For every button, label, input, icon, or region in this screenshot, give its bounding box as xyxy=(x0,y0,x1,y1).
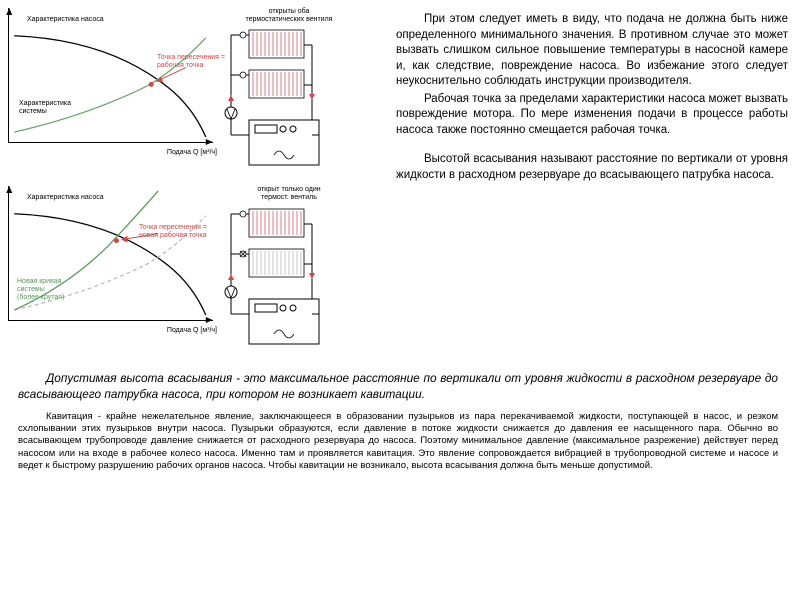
schematic1-label: открыты оба термостатических вентиля xyxy=(219,8,359,23)
chart1-svg xyxy=(9,8,213,142)
paragraph-3: Высотой всасывания называют расстояние п… xyxy=(396,152,788,183)
chart2-intersect-label: Точка пересечения = новая рабочая точка xyxy=(139,224,207,239)
schematic-2: открыт только один термост. вентиль xyxy=(219,186,359,356)
schematic2-label: открыт только один термост. вентиль xyxy=(219,186,359,201)
chart1-system-label: Характеристика системы xyxy=(19,100,71,115)
chart1-intersect-label: Точка пересечения = рабочая точка xyxy=(157,54,225,69)
paragraph-1: При этом следует иметь в виду, что подач… xyxy=(396,12,788,90)
chart1-x-axis: Подача Q [м³/ч] xyxy=(167,149,217,156)
schematic1-svg xyxy=(219,25,359,175)
text-column: При этом следует иметь в виду, что подач… xyxy=(378,8,788,365)
definition-paragraph: Допустимая высота всасывания - это макси… xyxy=(0,365,800,407)
chart2-pump-label: Характеристика насоса xyxy=(27,194,104,202)
top-section: Напор H [м] Подача Q [м³/ч] Характ xyxy=(0,0,800,365)
pump-chart-1: Напор H [м] Подача Q [м³/ч] Характ xyxy=(8,8,213,143)
schematic2-svg xyxy=(219,204,359,354)
chart2-system-label: Новая кривая системы (более крутая) xyxy=(17,278,64,301)
cavitation-paragraph: Кавитация - крайне нежелательное явление… xyxy=(0,407,800,477)
chart1-pump-label: Характеристика насоса xyxy=(27,16,104,24)
diagram-row-1: Напор H [м] Подача Q [м³/ч] Характ xyxy=(8,8,378,178)
chart2-x-axis: Подача Q [м³/ч] xyxy=(167,327,217,334)
paragraph-2: Рабочая точка за пределами характеристик… xyxy=(396,92,788,139)
diagrams-column: Напор H [м] Подача Q [м³/ч] Характ xyxy=(8,8,378,365)
pump-chart-2: Напор H [м] Подача Q [м³/ч] xyxy=(8,186,213,321)
schematic-1: открыты оба термостатических вентиля xyxy=(219,8,359,178)
diagram-row-2: Напор H [м] Подача Q [м³/ч] xyxy=(8,186,378,356)
